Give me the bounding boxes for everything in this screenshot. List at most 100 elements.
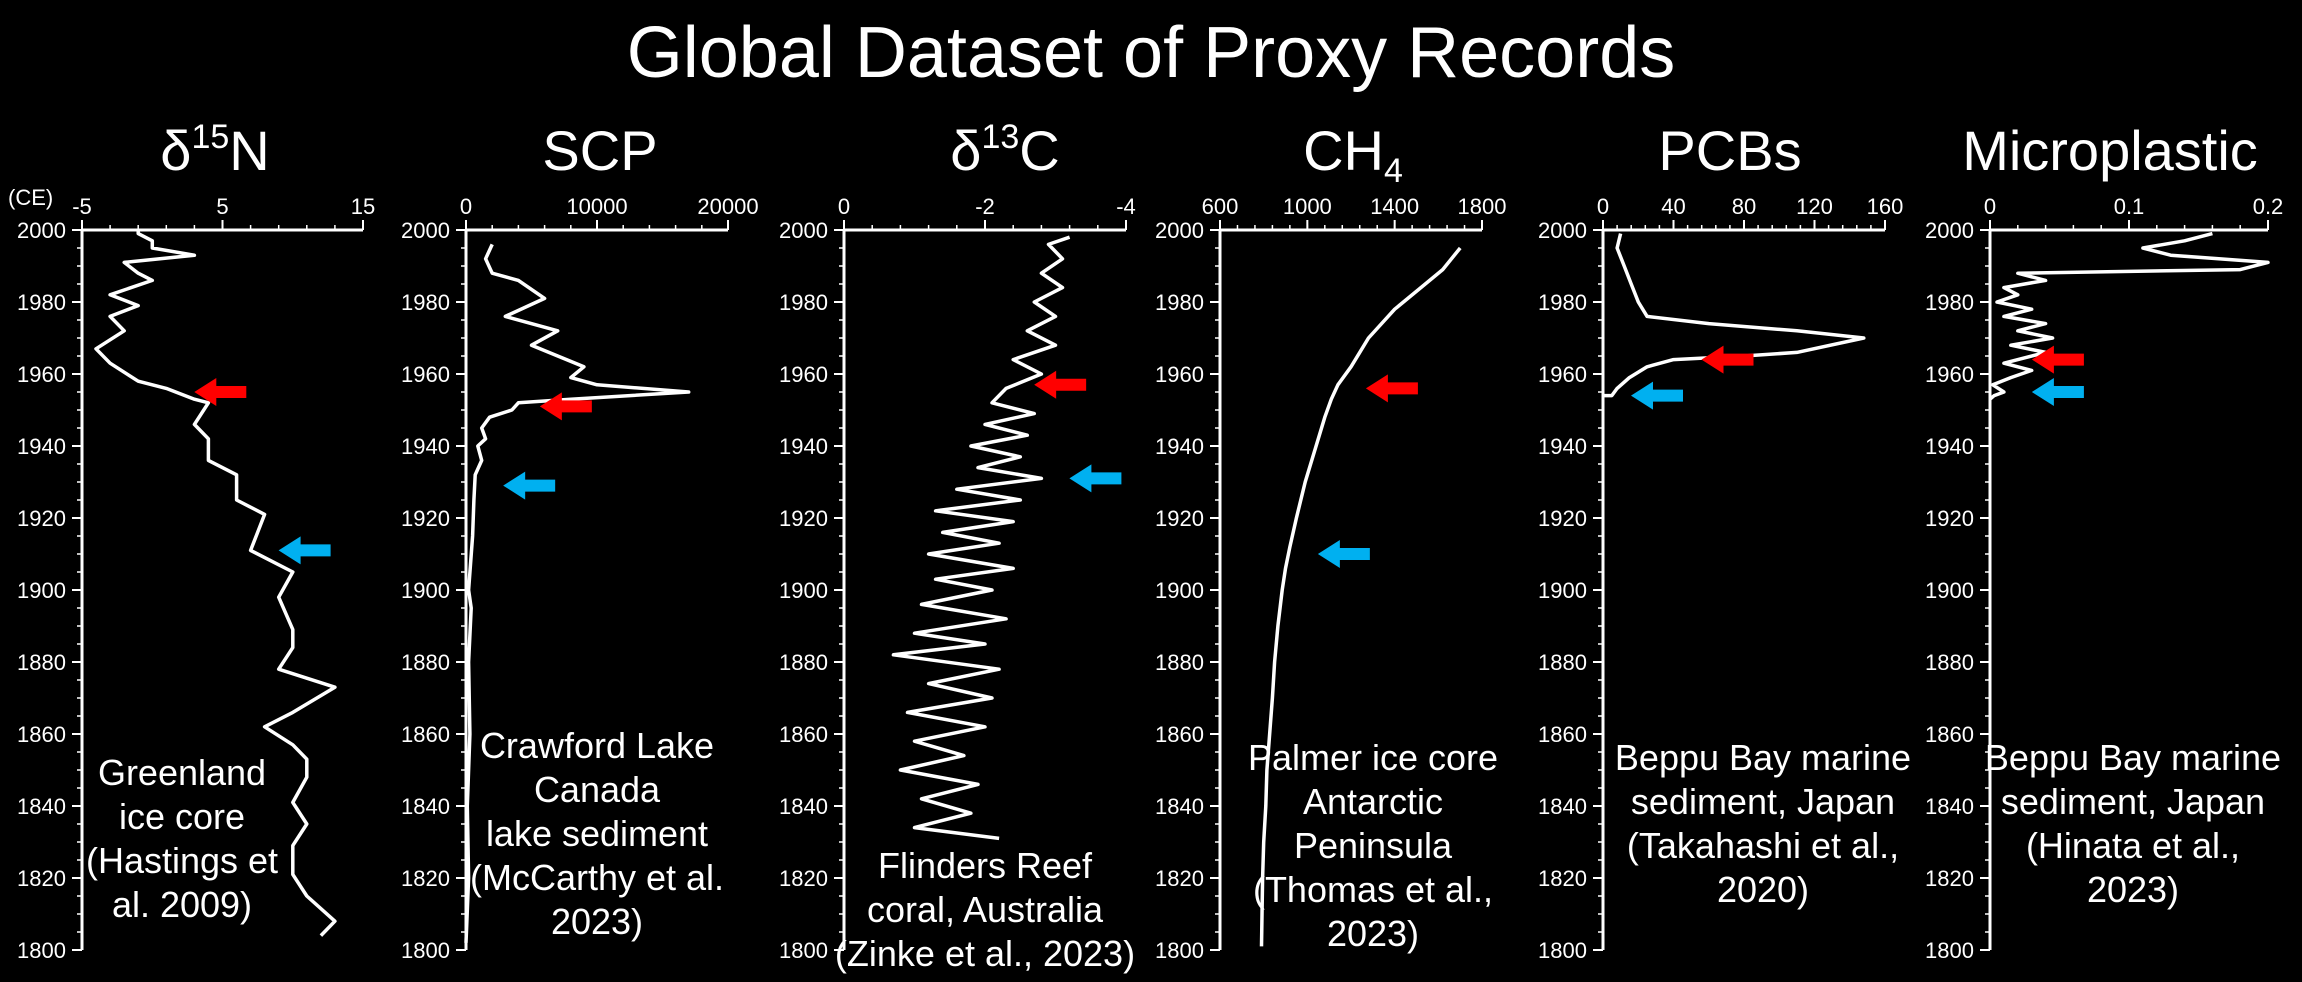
- panel-6-annotation-line: (Hinata et al.,: [2026, 825, 2240, 866]
- panel-5-blue-arrow: [1631, 381, 1683, 410]
- panel-6-y-tick-label: 1860: [1925, 722, 1974, 747]
- panel-4-x-tick-label: 1400: [1370, 194, 1419, 219]
- panel-5-y-tick-label: 1800: [1538, 938, 1587, 963]
- panel-2-y-tick-label: 1820: [401, 866, 450, 891]
- panel-1-annotation-line: ice core: [119, 796, 245, 837]
- panel-6-red-arrow: [2031, 345, 2084, 374]
- panel-6-title: Microplastic: [1962, 119, 2258, 182]
- panel-6-annotation-line: Beppu Bay marine: [1985, 737, 2281, 778]
- panel-5-x-tick-label: 80: [1732, 194, 1756, 219]
- panel-5-y-tick-label: 1980: [1538, 290, 1587, 315]
- panel-5-y-tick-label: 1940: [1538, 434, 1587, 459]
- panel-4-y-tick-label: 1920: [1155, 506, 1204, 531]
- panel-5-x-tick-label: 120: [1796, 194, 1833, 219]
- panel-4-red-arrow: [1365, 374, 1418, 403]
- panel-4-annotation-line: Antarctic: [1303, 781, 1443, 822]
- panel-3-y-tick-label: 1960: [779, 362, 828, 387]
- panel-1-red-arrow: [194, 378, 247, 406]
- panel-3-y-tick-label: 1980: [779, 290, 828, 315]
- panel-6-y-tick-label: 1960: [1925, 362, 1974, 387]
- panel-5-y-tick-label: 2000: [1538, 218, 1587, 243]
- panel-2-y-tick-label: 1860: [401, 722, 450, 747]
- panel-3-y-tick-label: 1840: [779, 794, 828, 819]
- panel-4-x-tick-label: 1800: [1458, 194, 1507, 219]
- panel-6-y-tick-label: 1880: [1925, 650, 1974, 675]
- panel-2-y-tick-label: 1800: [401, 938, 450, 963]
- panel-5-annotation-line: sediment, Japan: [1631, 781, 1895, 822]
- panel-2-annotation-line: (McCarthy et al.: [470, 857, 724, 898]
- panel-2-annotation-line: Canada: [534, 769, 661, 810]
- panel-5-x-tick-label: 0: [1597, 194, 1609, 219]
- panel-1-annotation-line: al. 2009): [112, 884, 252, 925]
- panel-5-y-tick-label: 1860: [1538, 722, 1587, 747]
- ce-axis-label: (CE): [8, 185, 53, 210]
- panel-4-annotation-line: Peninsula: [1294, 825, 1453, 866]
- panel-2-title: SCP: [542, 119, 657, 182]
- panel-5-y-tick-label: 1880: [1538, 650, 1587, 675]
- panel-1-y-tick-label: 1860: [17, 722, 66, 747]
- panel-1-y-tick-label: 1960: [17, 362, 66, 387]
- panel-3-annotation-line: Flinders Reef: [878, 845, 1093, 886]
- panel-1-title: δ15N: [160, 118, 269, 182]
- panel-5-annotation-line: (Takahashi et al.,: [1627, 825, 1899, 866]
- panel-1-x-tick-label: 5: [216, 194, 228, 219]
- panel-1-x-tick-label: -5: [72, 194, 92, 219]
- panel-2-y-tick-label: 1960: [401, 362, 450, 387]
- panel-5-annotation-line: 2020): [1717, 869, 1809, 910]
- panel-1-x-tick-label: 15: [351, 194, 375, 219]
- page-title: Global Dataset of Proxy Records: [626, 13, 1676, 93]
- panel-4-series-line: [1259, 246, 1462, 947]
- panel-2-annotation-line: lake sediment: [486, 813, 708, 854]
- panel-2-y-tick-label: 2000: [401, 218, 450, 243]
- panel-3-y-tick-label: 1820: [779, 866, 828, 891]
- panel-1-y-tick-label: 2000: [17, 218, 66, 243]
- panel-6-x-tick-label: 0.2: [2253, 194, 2284, 219]
- panel-6-annotation-line: sediment, Japan: [2001, 781, 2265, 822]
- panel-4-title: CH4: [1303, 119, 1403, 190]
- panel-4-y-tick-label: 1880: [1155, 650, 1204, 675]
- panel-1-blue-arrow: [278, 536, 331, 565]
- panel-1-y-tick-label: 1920: [17, 506, 66, 531]
- panel-4-y-tick-label: 1860: [1155, 722, 1204, 747]
- panel-3-red-arrow: [1034, 370, 1087, 399]
- panel-2-y-tick-label: 1900: [401, 578, 450, 603]
- panel-6-x-tick-label: 0.1: [2114, 194, 2145, 219]
- panel-1-y-tick-label: 1880: [17, 650, 66, 675]
- panel-2-red-arrow: [539, 392, 592, 421]
- panel-2-blue-arrow: [503, 471, 556, 500]
- panel-5-y-tick-label: 1920: [1538, 506, 1587, 531]
- panel-4-x-tick-label: 1000: [1283, 194, 1332, 219]
- panel-1-y-tick-label: 1820: [17, 866, 66, 891]
- panel-6-y-tick-label: 1980: [1925, 290, 1974, 315]
- panel-5-annotation-line: Beppu Bay marine: [1615, 737, 1911, 778]
- panel-4-y-tick-label: 1840: [1155, 794, 1204, 819]
- panel-6-y-tick-label: 1800: [1925, 938, 1974, 963]
- panel-2-y-tick-label: 1980: [401, 290, 450, 315]
- panel-1-annotation-line: Greenland: [98, 752, 266, 793]
- panel-3-y-tick-label: 1900: [779, 578, 828, 603]
- panel-6-x-tick-label: 0: [1984, 194, 1996, 219]
- panel-3-x-tick-label: -2: [975, 194, 995, 219]
- panel-5-x-tick-label: 40: [1661, 194, 1685, 219]
- panel-5-y-tick-label: 1840: [1538, 794, 1587, 819]
- panel-5-y-tick-label: 1900: [1538, 578, 1587, 603]
- panel-2-x-tick-label: 10000: [566, 194, 627, 219]
- panel-3-annotation-line: (Zinke et al., 2023): [835, 933, 1135, 974]
- panel-4-y-tick-label: 1940: [1155, 434, 1204, 459]
- panel-1-annotation-line: (Hastings et: [86, 840, 278, 881]
- panel-1-y-tick-label: 1980: [17, 290, 66, 315]
- panel-3-y-tick-label: 2000: [779, 218, 828, 243]
- panel-4-annotation-line: 2023): [1327, 913, 1419, 954]
- panel-4-y-tick-label: 1800: [1155, 938, 1204, 963]
- panel-6-y-tick-label: 1900: [1925, 578, 1974, 603]
- panel-5-series-line: [1603, 233, 1866, 398]
- panel-2-annotation-line: 2023): [551, 901, 643, 942]
- panel-4-annotation-line: Palmer ice core: [1248, 737, 1498, 778]
- panel-5-title: PCBs: [1658, 119, 1801, 182]
- panel-6-series-line: [1988, 231, 2270, 401]
- panel-3-y-tick-label: 1800: [779, 938, 828, 963]
- panel-2-x-tick-label: 0: [460, 194, 472, 219]
- panel-5-y-tick-label: 1820: [1538, 866, 1587, 891]
- panel-6-y-tick-label: 1940: [1925, 434, 1974, 459]
- panel-3-y-tick-label: 1880: [779, 650, 828, 675]
